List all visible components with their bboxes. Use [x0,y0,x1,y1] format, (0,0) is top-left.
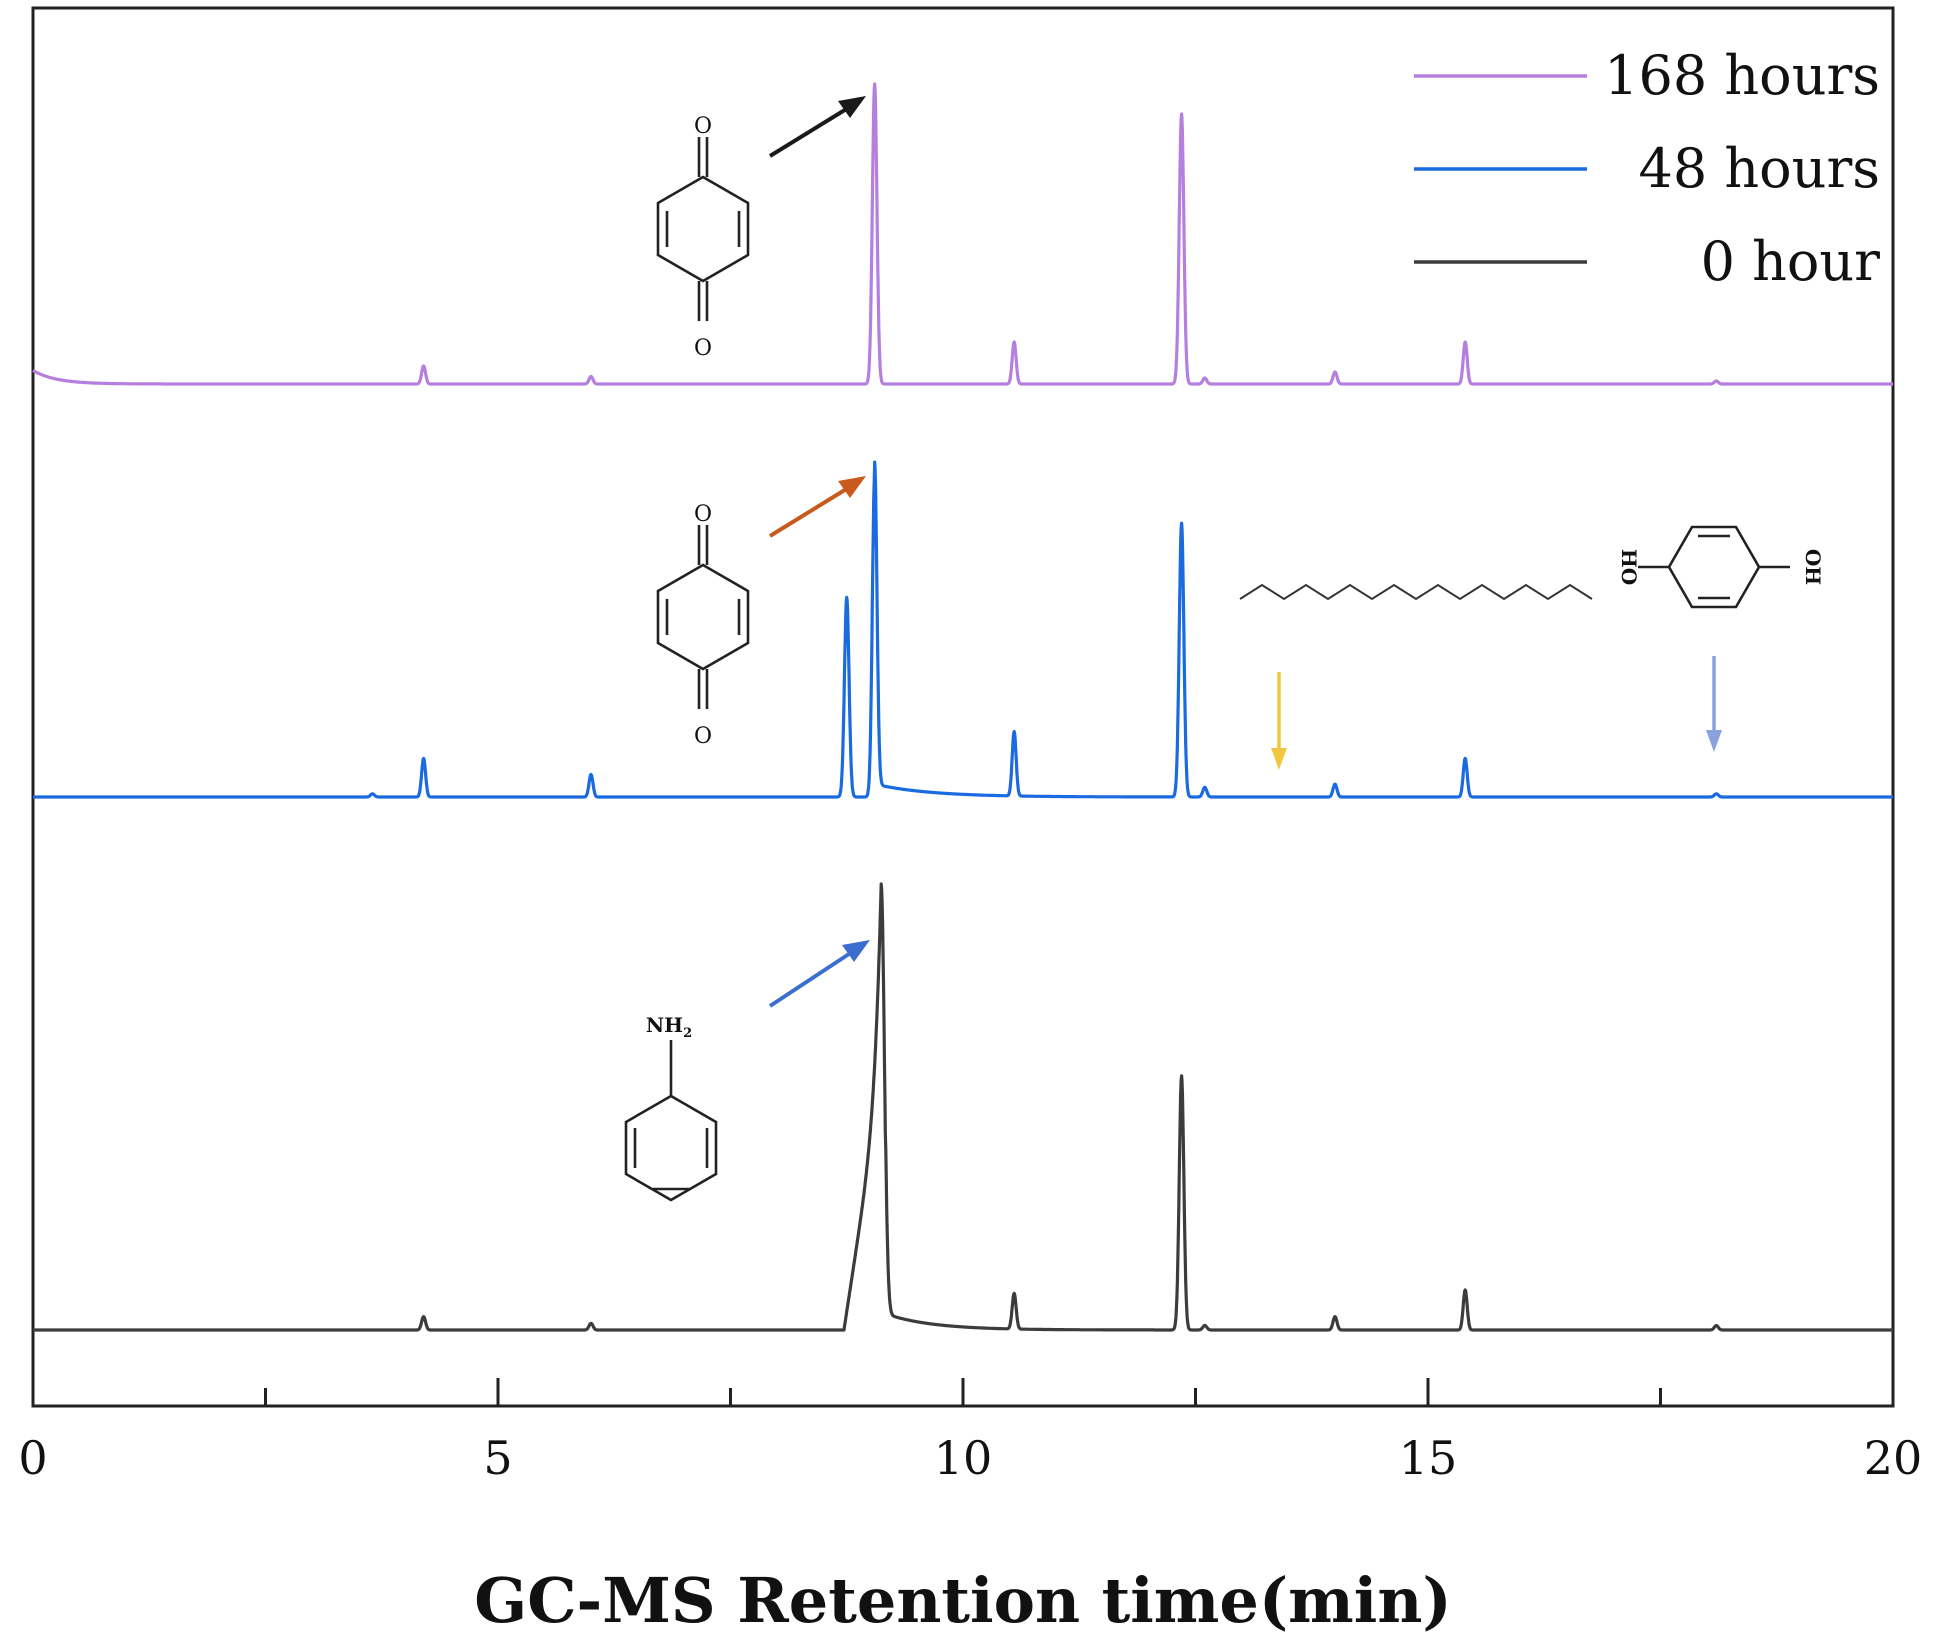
atom-label-o-bottom: O [694,724,712,749]
x-axis-label: GC-MS Retention time(min) [474,1564,1452,1637]
arrow-benzoquinone-168 [768,96,866,158]
atom-label-o-bottom: O [694,336,712,361]
structure-alkane-chain [1239,583,1593,601]
series-line-48-hours [31,460,1895,799]
arrow-benzoquinone-48 [768,476,866,538]
legend: 168 hours 48 hours 0 hour [1414,44,1880,293]
atom-label-ho: HO [1617,549,1641,585]
x-tick-label: 10 [934,1431,993,1485]
structure-hydroquinone: HO OH [1617,525,1825,609]
legend-entry: 48 hours [1639,137,1880,200]
legend-entry: 0 hour [1701,230,1881,293]
series-line-168-hours [31,82,1895,386]
arrow-aniline [768,940,870,1008]
traces [31,82,1895,1332]
x-tick-label: 5 [483,1431,512,1485]
x-tick-label: 20 [1864,1431,1923,1485]
plot-frame [31,6,1895,1408]
arrow-hydroquinone [1706,656,1722,752]
x-tick-label: 0 [18,1431,47,1485]
arrow-alkane [1271,672,1287,770]
atom-label-nh2: NH2 [646,1013,692,1041]
atom-label-oh: OH [1801,549,1825,585]
structure-benzoquinone-168: O O [656,114,750,361]
structure-benzoquinone-48: O O [656,502,750,749]
atom-label-o-top: O [694,502,712,527]
legend-entry: 168 hours [1604,44,1880,107]
atom-label-o-top: O [694,114,712,139]
x-tick-label: 15 [1399,1431,1458,1485]
x-axis: 0 5 10 15 20 [18,1378,1922,1485]
series-line-0-hour [31,882,1895,1332]
structure-aniline: NH2 [624,1013,718,1202]
